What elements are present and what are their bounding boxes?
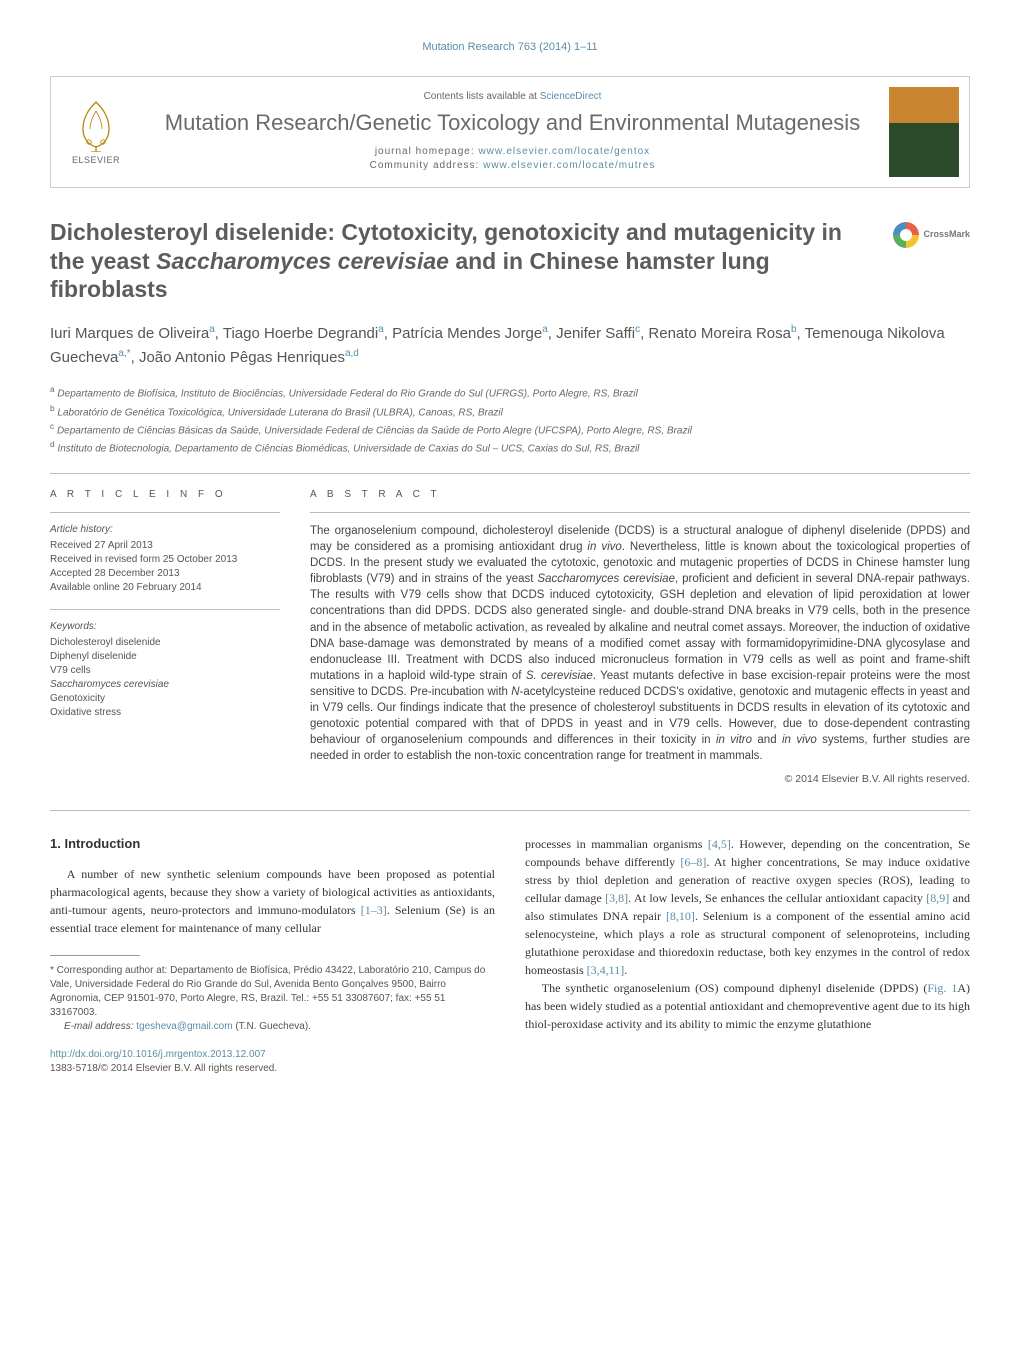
elsevier-label: ELSEVIER	[72, 154, 120, 167]
elsevier-logo: ELSEVIER	[61, 92, 131, 172]
footnote-separator	[50, 955, 140, 956]
contents-prefix: Contents lists available at	[424, 91, 540, 102]
issn-copyright: 1383-5718/© 2014 Elsevier B.V. All right…	[50, 1063, 277, 1074]
keyword: Saccharomyces cerevisiae	[50, 678, 280, 692]
t: .	[624, 963, 627, 977]
figure-link[interactable]: Fig. 1	[927, 981, 957, 995]
abstract-text: The organoselenium compound, dicholester…	[310, 523, 970, 764]
citation-link[interactable]: [8,9]	[926, 891, 949, 905]
history-line: Received 27 April 2013	[50, 539, 280, 553]
keyword: Genotoxicity	[50, 692, 280, 706]
doi-block: http://dx.doi.org/10.1016/j.mrgentox.201…	[50, 1048, 495, 1076]
t: The synthetic organoselenium (OS) compou…	[542, 981, 928, 995]
journal-homepage-link[interactable]: www.elsevier.com/locate/gentox	[478, 146, 650, 157]
journal-header: ELSEVIER Contents lists available at Sci…	[50, 76, 970, 188]
divider	[50, 512, 280, 513]
intro-paragraph-3: The synthetic organoselenium (OS) compou…	[525, 979, 970, 1033]
divider	[50, 609, 280, 610]
abstract-heading: A B S T R A C T	[310, 488, 970, 503]
article-history-block: Article history: Received 27 April 2013R…	[50, 523, 280, 595]
t: processes in mammalian organisms	[525, 837, 708, 851]
citation-link[interactable]: [3,8]	[605, 891, 628, 905]
intro-paragraph-1: A number of new synthetic selenium compo…	[50, 865, 495, 937]
authors-line: Iuri Marques de Oliveiraa, Tiago Hoerbe …	[50, 322, 970, 369]
affiliations: a Departamento de Biofísica, Instituto d…	[50, 383, 970, 456]
history-line: Received in revised form 25 October 2013	[50, 553, 280, 567]
keywords-block: Keywords: Dicholesteroyl diselenideDiphe…	[50, 620, 280, 720]
contents-available-line: Contents lists available at ScienceDirec…	[151, 90, 874, 105]
divider	[310, 512, 970, 513]
homepage-label: journal homepage:	[375, 146, 479, 157]
keyword: Dicholesteroyl diselenide	[50, 636, 280, 650]
article-title: Dicholesteroyl diselenide: Cytotoxicity,…	[50, 218, 970, 304]
citation-link[interactable]: [3,4,11]	[587, 963, 625, 977]
crossmark-label: CrossMark	[923, 229, 970, 240]
section-heading-introduction: 1. Introduction	[50, 835, 495, 854]
citation-link[interactable]: [1–3]	[361, 903, 387, 917]
citation-link[interactable]: [8,10]	[666, 909, 695, 923]
keywords-label: Keywords:	[50, 620, 280, 634]
title-text: Dicholesteroyl diselenide: Cytotoxicity,…	[50, 219, 842, 303]
history-line: Accepted 28 December 2013	[50, 567, 280, 581]
divider	[50, 810, 970, 811]
email-label: E-mail address:	[64, 1021, 136, 1032]
journal-cover-thumbnail	[889, 87, 959, 177]
t: . At low levels, Se enhances the cellula…	[628, 891, 926, 905]
history-label: Article history:	[50, 523, 280, 537]
doi-link[interactable]: http://dx.doi.org/10.1016/j.mrgentox.201…	[50, 1049, 266, 1060]
running-head: Mutation Research 763 (2014) 1–11	[50, 40, 970, 56]
email-tail: (T.N. Guecheva).	[233, 1021, 311, 1032]
citation-link[interactable]: [4,5]	[708, 837, 731, 851]
abstract-copyright: © 2014 Elsevier B.V. All rights reserved…	[310, 772, 970, 787]
community-address-link[interactable]: www.elsevier.com/locate/mutres	[483, 160, 655, 171]
citation-link[interactable]: [6–8]	[680, 855, 706, 869]
keyword: Diphenyl diselenide	[50, 650, 280, 664]
crossmark-badge[interactable]: CrossMark	[893, 222, 970, 248]
email-link[interactable]: tgesheva@gmail.com	[136, 1021, 232, 1032]
corresponding-author-footnote: * Corresponding author at: Departamento …	[50, 964, 495, 1020]
sciencedirect-link[interactable]: ScienceDirect	[540, 91, 602, 102]
crossmark-icon	[893, 222, 919, 248]
keyword: V79 cells	[50, 664, 280, 678]
intro-paragraph-2: processes in mammalian organisms [4,5] . …	[525, 835, 970, 979]
history-line: Available online 20 February 2014	[50, 581, 280, 595]
keyword: Oxidative stress	[50, 706, 280, 720]
article-info-heading: A R T I C L E I N F O	[50, 488, 280, 503]
community-label: Community address:	[370, 160, 483, 171]
email-footnote: E-mail address: tgesheva@gmail.com (T.N.…	[50, 1020, 495, 1034]
journal-name: Mutation Research/Genetic Toxicology and…	[151, 110, 874, 136]
elsevier-tree-icon	[71, 97, 121, 152]
divider	[50, 473, 970, 474]
